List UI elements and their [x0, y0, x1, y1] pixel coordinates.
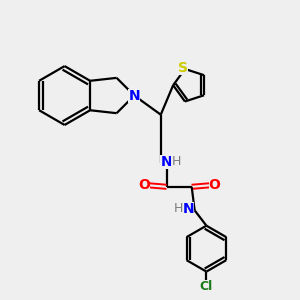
Text: N: N [182, 202, 194, 216]
Text: H: H [171, 155, 181, 168]
Text: Cl: Cl [200, 280, 213, 293]
Text: N: N [128, 88, 140, 103]
Text: O: O [209, 178, 220, 192]
Text: N: N [160, 155, 172, 169]
Text: O: O [138, 178, 150, 192]
Text: H: H [174, 202, 183, 215]
Text: S: S [178, 61, 188, 74]
